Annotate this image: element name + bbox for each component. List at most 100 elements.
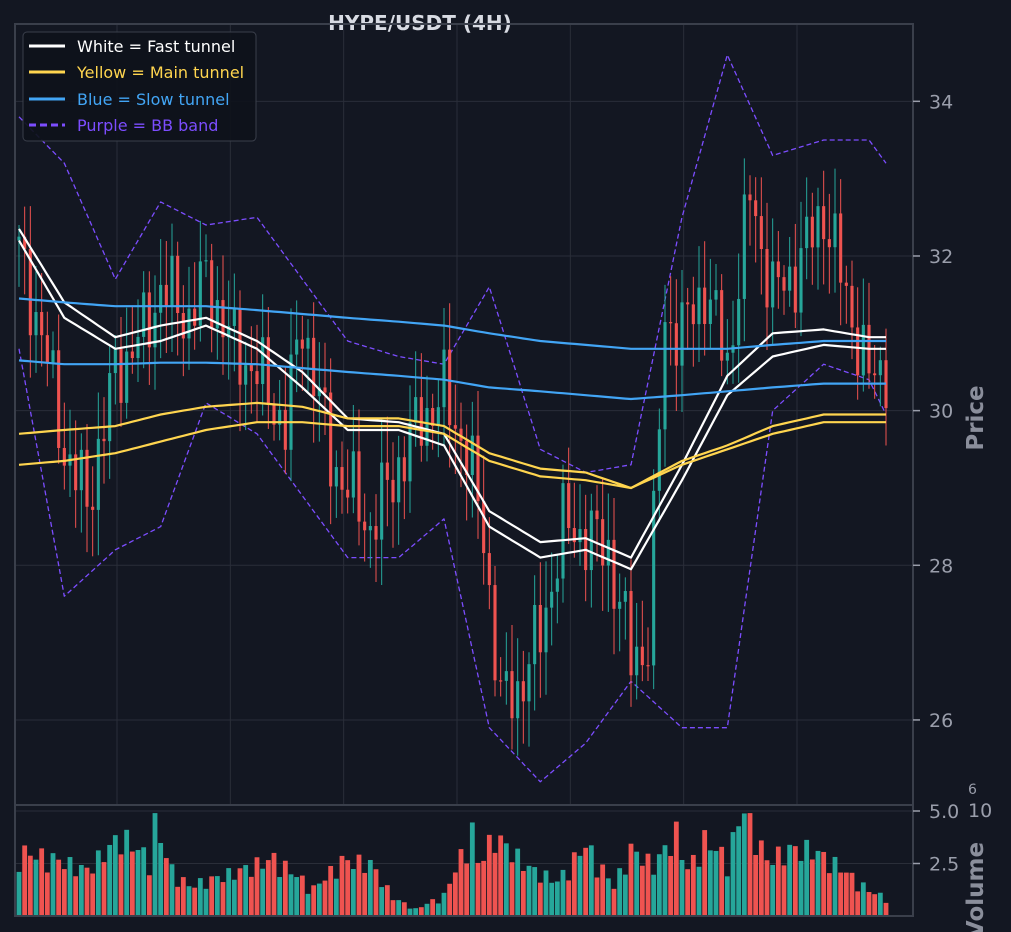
volume-bar xyxy=(90,873,96,916)
candle-body xyxy=(74,454,78,491)
candle-body xyxy=(91,506,95,510)
candle-body xyxy=(170,255,174,307)
volume-bar xyxy=(124,829,130,916)
volume-bar xyxy=(537,882,543,916)
volume-bar xyxy=(203,888,209,916)
candle-body xyxy=(323,387,327,393)
volume-bar xyxy=(362,872,368,916)
volume-bar xyxy=(458,849,464,916)
volume-bar xyxy=(532,867,538,916)
volume-bar xyxy=(798,860,804,916)
volume-bar xyxy=(549,882,555,916)
volume-bar xyxy=(367,859,373,916)
volume-bar xyxy=(294,877,300,916)
candle-body xyxy=(23,236,27,249)
candle-body xyxy=(748,194,752,201)
candle-body xyxy=(470,435,474,476)
candle-body xyxy=(878,360,882,376)
volume-bar xyxy=(475,862,481,916)
candle-body xyxy=(465,440,469,476)
volume-bar xyxy=(401,902,407,916)
candle-body xyxy=(34,312,38,336)
volume-bar xyxy=(39,848,45,916)
candle-body xyxy=(368,526,372,531)
volume-tick-label: 5.0 xyxy=(929,801,959,823)
volume-bar xyxy=(464,863,470,916)
candle-body xyxy=(674,323,678,366)
volume-bar xyxy=(220,882,226,916)
volume-panel: 2.5 5.0 10 6 Volume xyxy=(14,782,992,932)
candle-body xyxy=(62,447,66,466)
volume-bar xyxy=(322,880,328,916)
candle-body xyxy=(635,646,639,676)
volume-bar xyxy=(430,899,436,916)
volume-multiplier-exponent: 6 xyxy=(968,782,977,798)
volume-bar xyxy=(214,876,220,916)
volume-bar xyxy=(770,864,776,916)
volume-bar xyxy=(730,832,736,916)
volume-bar xyxy=(554,881,560,916)
volume-bar xyxy=(175,886,181,916)
volume-bar xyxy=(860,882,866,916)
volume-axis: 2.5 5.0 xyxy=(913,801,959,876)
volume-bar xyxy=(135,850,141,916)
candle-body xyxy=(754,200,758,217)
candle-body xyxy=(691,304,695,325)
candle-body xyxy=(334,467,338,487)
series-line-bb-lower xyxy=(18,348,887,783)
volume-bar xyxy=(192,887,198,916)
volume-bar xyxy=(56,859,62,916)
volume-bar xyxy=(356,854,362,916)
volume-bar xyxy=(469,822,475,916)
volume-bar xyxy=(486,834,492,916)
candle-body xyxy=(181,313,185,339)
candle-body xyxy=(351,451,355,498)
candle-body xyxy=(533,604,537,665)
volume-bar xyxy=(634,851,640,916)
candle-body xyxy=(102,438,106,442)
candle-body xyxy=(759,216,763,250)
candle-body xyxy=(453,425,457,429)
candle-body xyxy=(720,290,724,361)
candle-body xyxy=(793,266,797,313)
volume-bar xyxy=(600,864,606,916)
volume-bar xyxy=(180,877,186,916)
candle-body xyxy=(714,290,718,300)
candle-body xyxy=(669,322,673,324)
candle-body xyxy=(17,236,21,241)
candle-body xyxy=(408,422,412,482)
volume-bar xyxy=(685,869,691,916)
volume-bar xyxy=(33,859,39,916)
volume-bar xyxy=(713,850,719,916)
volume-bar xyxy=(265,860,271,916)
candle-body xyxy=(317,387,321,397)
candle-body xyxy=(431,408,435,426)
candle-body xyxy=(261,337,265,385)
candle-body xyxy=(414,397,418,423)
volume-bar xyxy=(373,869,379,916)
candle-body xyxy=(810,216,814,248)
candle-body xyxy=(861,324,865,376)
volume-bar xyxy=(141,847,147,916)
volume-bar xyxy=(492,852,498,916)
volume-bar xyxy=(605,878,611,916)
volume-bar xyxy=(333,878,339,916)
candle-body xyxy=(544,607,548,653)
volume-bar xyxy=(543,870,549,916)
candle-body xyxy=(215,300,219,329)
candle-body xyxy=(255,371,259,385)
volume-bar xyxy=(821,851,827,916)
volume-bar xyxy=(27,855,33,916)
candle-body xyxy=(340,467,344,490)
series-line-fast-tunnel-lower xyxy=(18,239,886,571)
legend-entry-fast: White = Fast tunnel xyxy=(29,37,235,56)
volume-bar xyxy=(628,843,634,916)
volume-bar xyxy=(849,872,855,916)
candle-body xyxy=(476,435,480,502)
candle-body xyxy=(550,591,554,608)
volume-bar xyxy=(243,865,249,916)
volume-bar xyxy=(231,879,237,916)
volume-bar xyxy=(583,847,589,916)
volume-bar xyxy=(741,813,747,916)
